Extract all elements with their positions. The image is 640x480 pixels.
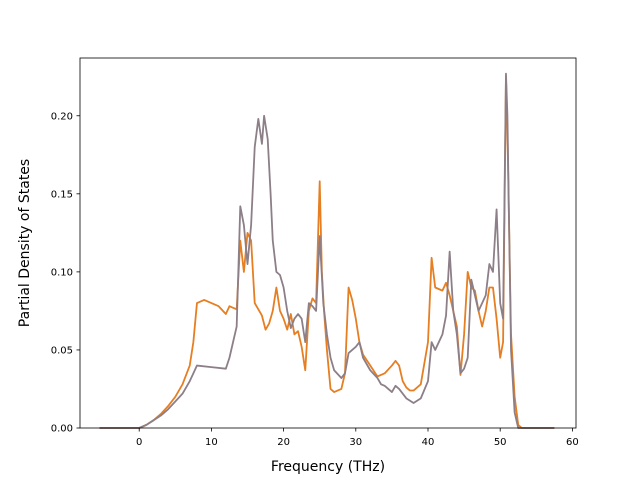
series-line-1 [99,75,555,429]
x-axis-ticks: 0 10 20 30 40 50 60 [136,428,579,448]
x-tick-label: 0 [136,437,142,448]
plot-area [80,58,576,428]
series-line-2 [99,72,555,429]
x-tick-label: 40 [422,437,435,448]
x-tick-label: 10 [205,437,218,448]
x-tick-label: 30 [349,437,362,448]
y-axis-title: Partial Density of States [17,159,33,327]
y-tick-label: 0.00 [51,424,73,435]
y-tick-label: 0.20 [51,111,73,122]
y-tick-label: 0.10 [51,267,73,278]
plot-frame [79,57,577,429]
series-layer [99,72,555,429]
x-tick-label: 60 [566,437,579,448]
y-tick-label: 0.05 [51,345,73,356]
y-axis-ticks: 0.00 0.05 0.10 0.15 0.20 [51,111,80,435]
x-tick-label: 20 [277,437,290,448]
y-tick-label: 0.15 [51,189,73,200]
x-axis-title: Frequency (THz) [271,459,385,475]
x-tick-label: 50 [494,437,507,448]
